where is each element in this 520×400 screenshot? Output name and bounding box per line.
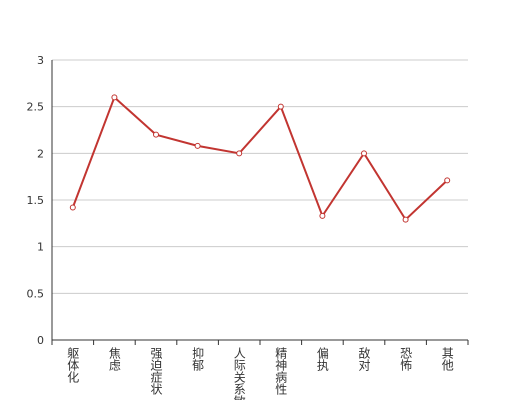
y-tick-label: 2.5 bbox=[27, 101, 45, 114]
y-tick-label: 2 bbox=[37, 147, 44, 160]
y-tick-label: 1.5 bbox=[27, 194, 45, 207]
x-tick-label: 强迫症状 bbox=[149, 347, 163, 395]
y-tick-label: 1 bbox=[37, 241, 44, 254]
point bbox=[153, 131, 159, 138]
point bbox=[361, 150, 367, 157]
y-tick-label: 0.5 bbox=[27, 287, 45, 300]
x-tick-label: 抑郁 bbox=[191, 346, 205, 372]
x-tick-label: 精神病性 bbox=[274, 347, 288, 396]
point bbox=[111, 94, 118, 101]
y-tick-label: 0 bbox=[37, 334, 44, 347]
point bbox=[69, 204, 76, 211]
x-tick-label: 其他 bbox=[440, 347, 454, 371]
x-tick-label: 恐怖 bbox=[399, 347, 413, 371]
x-tick-label: 人际关系敏感 bbox=[232, 347, 246, 400]
line bbox=[71, 95, 448, 222]
x-tick-label: 躯体化 bbox=[66, 346, 80, 384]
point bbox=[319, 212, 326, 219]
x-tick-label: 敌对 bbox=[357, 346, 371, 371]
x-tick-label: 焦虑 bbox=[107, 347, 121, 371]
point bbox=[402, 216, 409, 223]
x-tick-label: 偏执 bbox=[315, 346, 329, 372]
point bbox=[277, 103, 284, 110]
y-tick-label: 3 bbox=[37, 54, 44, 67]
point bbox=[236, 150, 243, 157]
point bbox=[194, 142, 201, 149]
point bbox=[444, 177, 451, 184]
